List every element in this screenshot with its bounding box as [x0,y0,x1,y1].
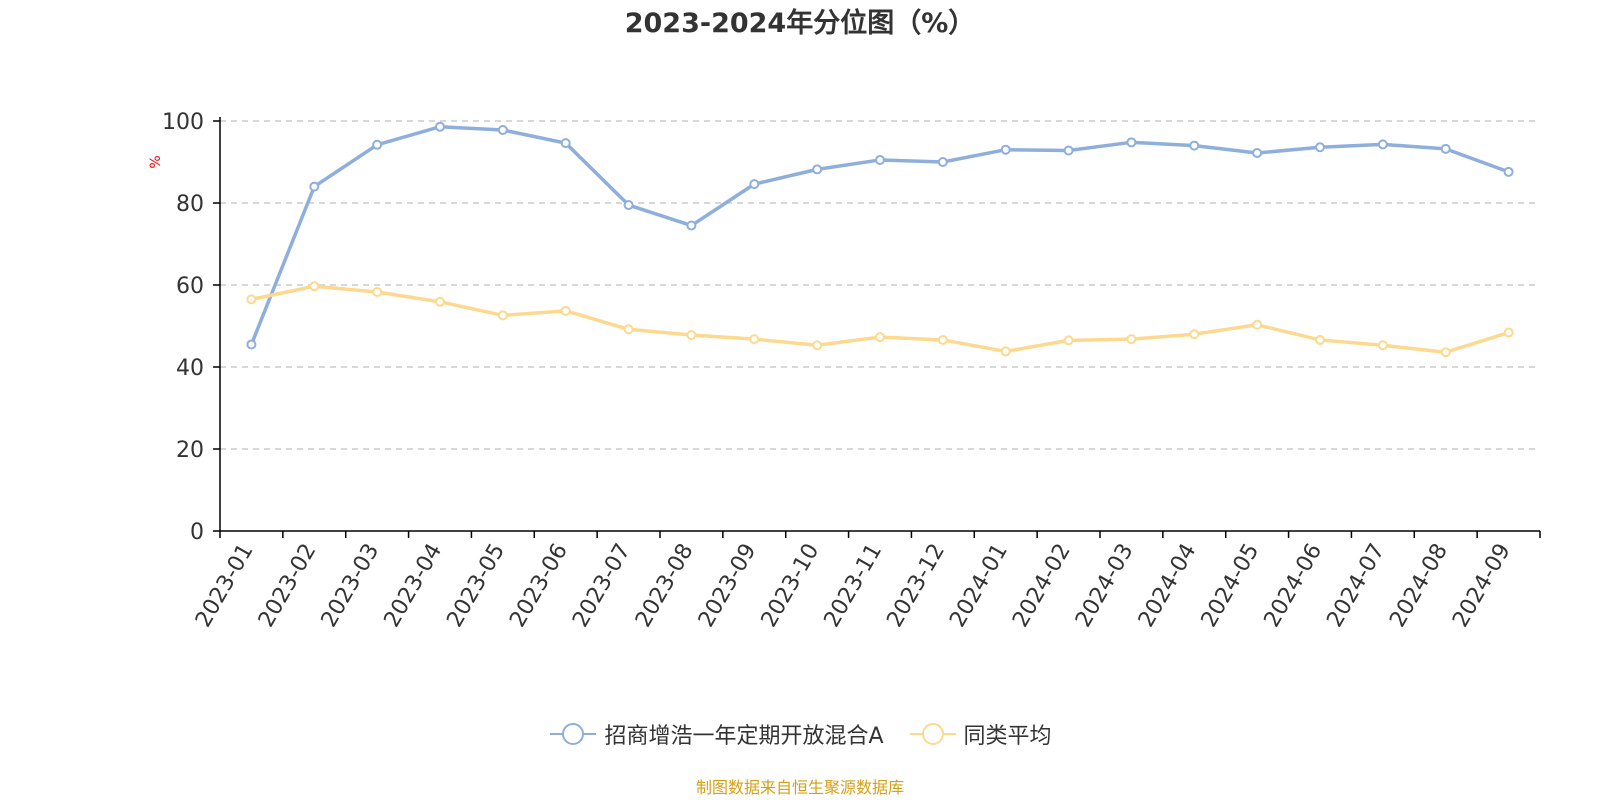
data-point [875,154,885,165]
x-tick-label: 2023-03 [317,540,385,632]
data-point [560,138,571,149]
x-tick-label: 2023-01 [191,540,259,632]
data-point [560,305,571,316]
data-point [812,340,823,351]
data-point [497,310,508,321]
data-point [937,334,948,345]
data-point [309,281,320,292]
data-point [1440,347,1451,358]
data-point [1252,319,1263,330]
data-point [1377,340,1388,351]
series-layer [246,121,1514,358]
y-tick-label: 80 [176,192,204,217]
x-tick-label: 2024-01 [945,540,1013,632]
data-point [435,296,445,307]
data-point [1315,334,1325,345]
data-point [246,294,257,305]
data-point [686,330,697,341]
data-point [686,220,697,231]
x-tick-label: 2023-12 [882,540,950,632]
source-note: 制图数据来自恒生聚源数据库 [695,778,904,797]
data-point [1503,327,1514,338]
x-tick-label: 2024-07 [1322,540,1390,632]
data-point [623,324,634,335]
legend-item-2[interactable]: 同类平均 [908,718,1052,750]
x-tick-label: 2023-11 [820,540,888,632]
axes: 0 20 40 60 80 100 2023-012023-022023-032023-04… [162,110,1541,632]
data-point [1315,142,1325,153]
x-tick-label: 2023-02 [254,540,322,632]
data-point [372,286,383,297]
data-point [623,200,634,211]
data-point [1000,144,1011,155]
y-tick-label: 60 [176,274,204,299]
legend-label: 招商增浩一年定期开放混合A [604,724,884,749]
legend-marker [921,723,944,745]
data-point [1252,147,1263,158]
data-point [812,164,823,175]
data-point [309,181,320,192]
x-tick-label: 2024-05 [1197,540,1265,632]
data-point [372,139,383,150]
x-tick-label: 2023-05 [442,540,510,632]
data-point [1440,143,1451,154]
y-tick-label: 100 [162,110,204,135]
series-1 [246,121,1514,350]
legend: 招商增浩一年定期开放混合A 同类平均 [0,718,1600,750]
x-tick-label: 2024-06 [1260,540,1328,632]
x-tick-label: 2023-06 [505,540,573,632]
x-tick-label: 2023-08 [631,540,699,632]
y-axis-label: % [148,155,164,168]
legend-label: 同类平均 [963,724,1052,749]
x-tick-label: 2023-10 [757,540,825,632]
x-tick-label: 2023-04 [380,540,448,632]
x-tick-label: 2024-04 [1134,540,1202,632]
grid-lines [220,120,1540,450]
data-point [749,179,760,190]
legend-marker [562,723,585,745]
data-point [1503,166,1514,177]
chart-title: 2023-2024年分位图（%） [624,8,976,39]
x-tick-label: 2023-09 [694,540,762,632]
x-tick-label: 2023-07 [568,540,636,632]
data-point [435,121,445,132]
data-point [1189,140,1200,151]
data-point [1377,139,1388,150]
data-point [1189,329,1200,340]
series-2 [246,281,1514,358]
x-tick-label: 2024-09 [1448,540,1516,632]
y-tick-label: 0 [190,520,204,545]
data-point [1063,335,1074,346]
x-tick-label: 2024-02 [1008,540,1076,632]
y-tick-label: 20 [176,438,204,463]
data-point [246,339,257,350]
data-point [1126,334,1137,345]
data-point [937,157,948,167]
data-point [875,332,885,343]
data-point [1000,346,1011,357]
data-point [1126,137,1137,148]
data-point [497,125,508,136]
legend-item-1[interactable]: 招商增浩一年定期开放混合A [548,718,884,750]
data-point [749,334,760,345]
y-tick-label: 40 [176,356,204,381]
data-point [1063,145,1074,156]
legend-swatch-icon [909,723,956,745]
x-tick-label: 2024-08 [1385,540,1453,632]
x-tick-label: 2024-03 [1071,540,1139,632]
legend-swatch-icon [550,723,597,745]
